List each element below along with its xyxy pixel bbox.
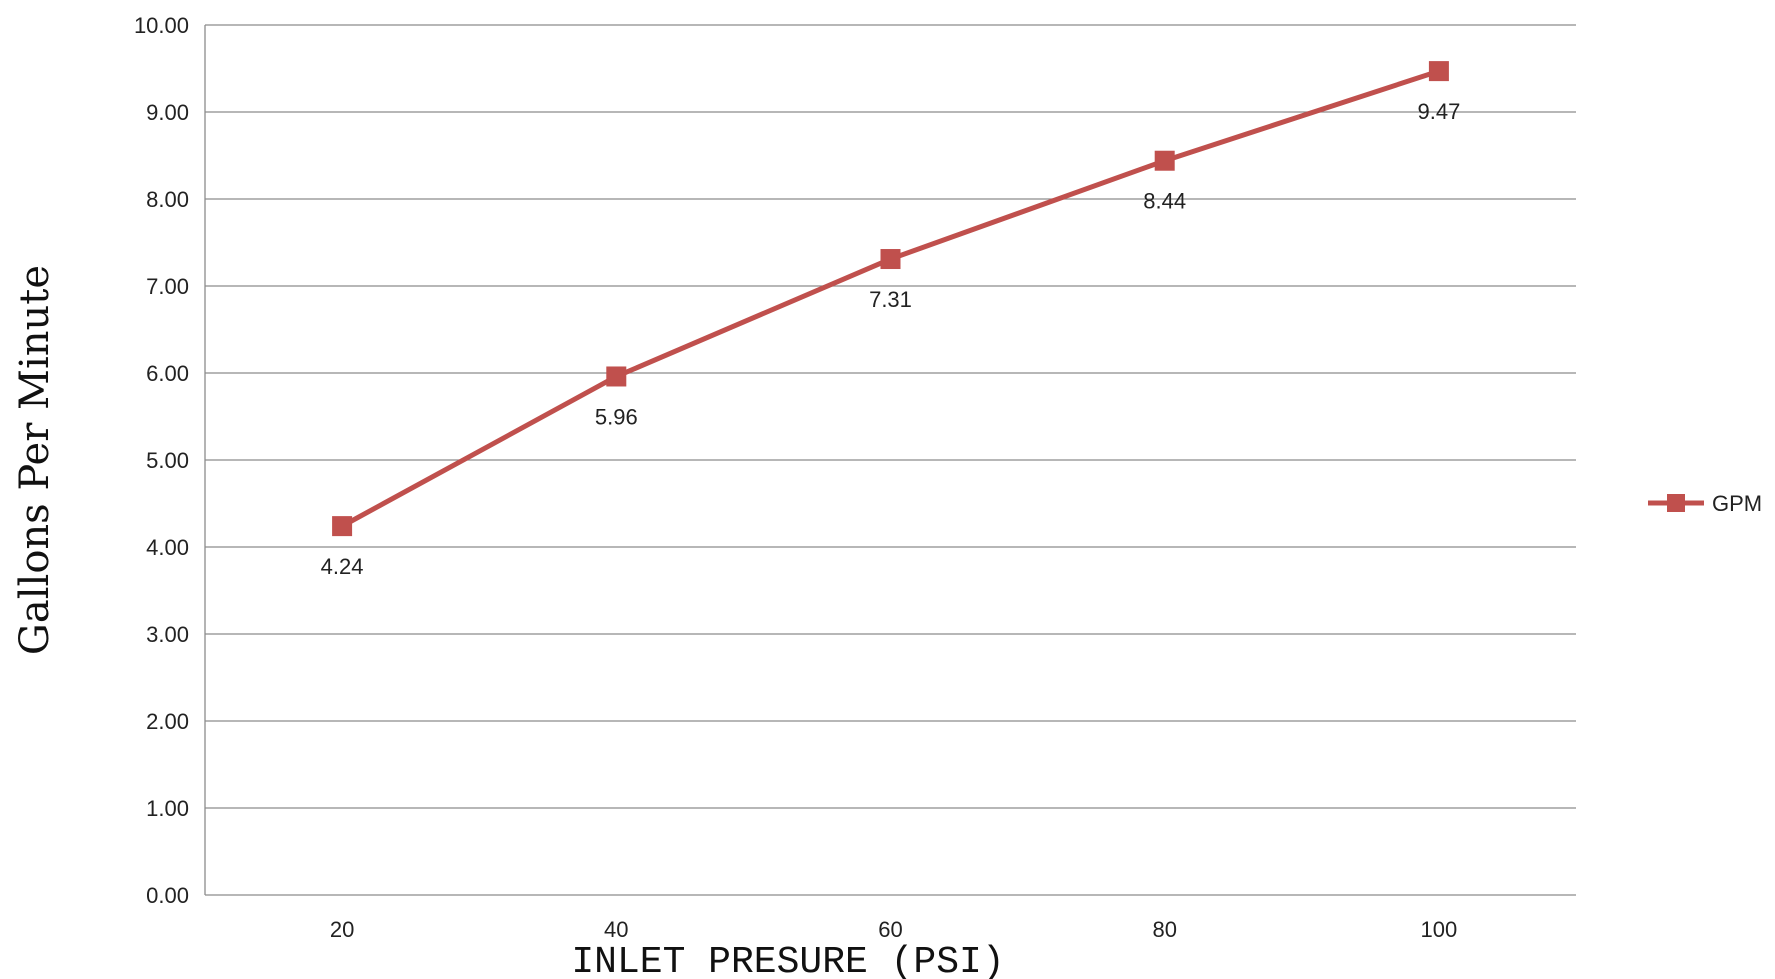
legend-marker-gpm [1667,494,1685,512]
x-tick-label: 40 [604,917,628,942]
y-tick-label: 4.00 [146,535,189,560]
y-tick-label: 3.00 [146,622,189,647]
data-point-marker [332,516,353,537]
y-tick-label: 9.00 [146,100,189,125]
data-point-marker [1428,61,1449,82]
y-tick-label: 0.00 [146,883,189,908]
series-gpm: 4.24 5.96 7.31 8.44 9.47 [321,61,1460,579]
y-tick-label: 7.00 [146,274,189,299]
y-tick-label: 5.00 [146,448,189,473]
legend: GPM [1648,491,1762,516]
y-tick-label: 1.00 [146,796,189,821]
data-label: 7.31 [869,287,912,312]
y-tick-label: 6.00 [146,361,189,386]
x-axis-tick-labels: 20 40 60 80 100 [330,917,1457,942]
x-axis-title: INLET PRESURE (PSI) [571,941,1004,979]
data-point-marker [880,249,901,270]
data-label: 8.44 [1143,189,1186,214]
x-tick-label: 20 [330,917,354,942]
x-tick-label: 100 [1421,917,1458,942]
data-label: 4.24 [321,554,364,579]
data-label: 5.96 [595,404,638,429]
x-tick-label: 80 [1152,917,1176,942]
legend-label-gpm: GPM [1712,491,1762,516]
y-tick-label: 2.00 [146,709,189,734]
y-tick-label: 10.00 [134,13,189,38]
data-point-marker [606,366,627,387]
y-axis-title: Gallons Per Minute [12,265,58,655]
y-axis-tick-labels: 0.00 1.00 2.00 3.00 4.00 5.00 6.00 7.00 8.00 9.00… [134,13,189,908]
x-tick-label: 60 [878,917,902,942]
data-label: 9.47 [1417,99,1460,124]
y-tick-label: 8.00 [146,187,189,212]
data-point-marker [1154,150,1175,171]
gridlines [205,24,1576,809]
